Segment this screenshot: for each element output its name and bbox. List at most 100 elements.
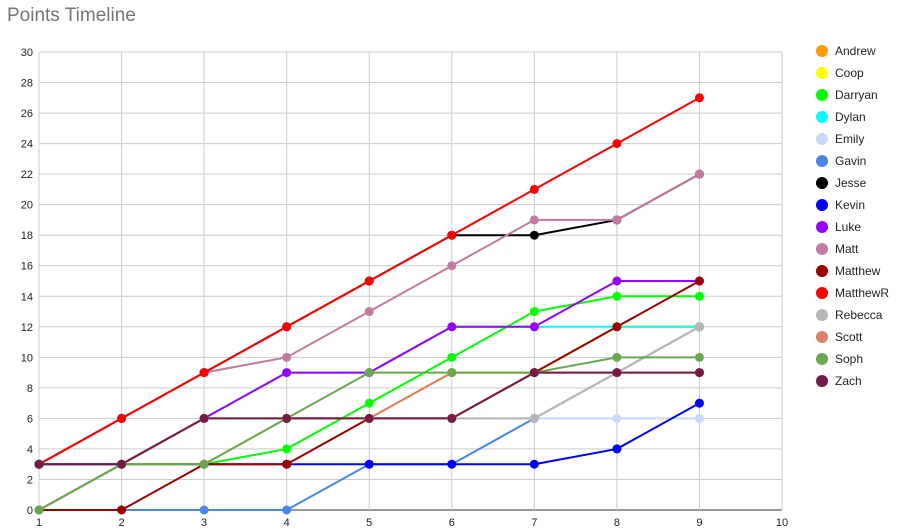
legend-item-soph: Soph <box>816 352 863 366</box>
data-point-matt <box>447 261 457 271</box>
x-tick-label: 6 <box>449 517 455 529</box>
data-point-kevin <box>364 459 374 469</box>
x-tick-label: 5 <box>366 517 372 529</box>
y-tick-label: 4 <box>27 444 33 456</box>
y-tick-label: 26 <box>21 108 33 120</box>
legend-item-luke: Luke <box>816 220 861 234</box>
y-tick-label: 6 <box>27 413 33 425</box>
data-point-zach <box>694 368 704 378</box>
data-point-zach <box>117 459 127 469</box>
legend-marker <box>816 353 828 365</box>
data-point-jesse <box>529 230 539 240</box>
legend-label: Luke <box>835 220 861 234</box>
legend-label: Emily <box>835 132 864 146</box>
data-point-kevin <box>612 444 622 454</box>
legend-label: Rebecca <box>835 308 883 322</box>
x-tick-label: 4 <box>284 517 290 529</box>
legend-item-matt: Matt <box>816 242 859 256</box>
data-point-gavin <box>282 505 292 515</box>
legend-marker <box>816 133 828 145</box>
data-point-matthewr <box>612 139 622 149</box>
data-point-darryan <box>364 398 374 408</box>
legend: Andrew Coop Darryan Dylan Emily Gavin Jesse Kev… <box>816 44 889 388</box>
data-point-matt <box>282 352 292 362</box>
legend-label: Coop <box>835 66 864 80</box>
data-point-darryan <box>612 291 622 301</box>
data-point-zach <box>34 459 44 469</box>
x-axis-ticks: 1 2 3 4 5 6 7 8 9 10 <box>36 517 788 529</box>
y-tick-label: 20 <box>21 200 33 212</box>
data-point-rebecca <box>529 413 539 423</box>
legend-marker <box>816 67 828 79</box>
legend-item-gavin: Gavin <box>816 154 866 168</box>
data-point-kevin <box>447 459 457 469</box>
data-point-zach <box>612 368 622 378</box>
legend-marker <box>816 155 828 167</box>
legend-label: Zach <box>835 374 862 388</box>
data-point-matthewr <box>282 322 292 332</box>
x-tick-label: 10 <box>776 517 788 529</box>
legend-label: Matt <box>835 242 859 256</box>
data-point-matt <box>694 169 704 179</box>
legend-marker <box>816 287 828 299</box>
legend-item-matthew: Matthew <box>816 264 881 278</box>
data-point-soph <box>199 459 209 469</box>
data-point-soph <box>612 352 622 362</box>
data-point-gavin <box>199 505 209 515</box>
y-tick-label: 28 <box>21 78 33 90</box>
y-tick-label: 18 <box>21 230 33 242</box>
data-point-soph <box>694 352 704 362</box>
x-tick-label: 1 <box>36 517 42 529</box>
y-tick-label: 22 <box>21 169 33 181</box>
y-tick-label: 16 <box>21 261 33 273</box>
legend-marker <box>816 221 828 233</box>
chart-title: Points Timeline <box>7 5 136 26</box>
data-point-zach <box>447 413 457 423</box>
data-point-rebecca <box>694 322 704 332</box>
legend-item-zach: Zach <box>816 374 862 388</box>
data-point-kevin <box>529 459 539 469</box>
data-point-matt <box>529 215 539 225</box>
data-point-luke <box>282 368 292 378</box>
data-point-darryan <box>282 444 292 454</box>
legend-marker <box>816 45 828 57</box>
x-tick-label: 9 <box>696 517 702 529</box>
data-point-matthew <box>282 459 292 469</box>
legend-label: Kevin <box>835 198 865 212</box>
legend-label: Andrew <box>835 44 876 58</box>
data-point-zach <box>282 413 292 423</box>
legend-marker <box>816 375 828 387</box>
legend-marker <box>816 243 828 255</box>
data-point-matthewr <box>529 184 539 194</box>
data-point-zach <box>529 368 539 378</box>
legend-item-rebecca: Rebecca <box>816 308 883 322</box>
series-points <box>34 93 704 515</box>
legend-label: Scott <box>835 330 863 344</box>
y-tick-label: 8 <box>27 383 33 395</box>
data-point-soph <box>364 368 374 378</box>
data-point-darryan <box>694 291 704 301</box>
legend-label: Jesse <box>835 176 867 190</box>
data-point-matthewr <box>447 230 457 240</box>
data-point-matthew <box>612 322 622 332</box>
legend-label: Darryan <box>835 88 878 102</box>
data-point-matthewr <box>364 276 374 286</box>
legend-marker <box>816 265 828 277</box>
legend-item-matthewr: MatthewR <box>816 286 889 300</box>
y-tick-label: 14 <box>21 291 33 303</box>
x-tick-label: 8 <box>614 517 620 529</box>
legend-marker <box>816 331 828 343</box>
y-tick-label: 2 <box>27 474 33 486</box>
legend-marker <box>816 111 828 123</box>
data-point-matt <box>612 215 622 225</box>
data-point-soph <box>447 368 457 378</box>
data-point-darryan <box>529 307 539 317</box>
data-point-luke <box>529 322 539 332</box>
legend-item-coop: Coop <box>816 66 864 80</box>
data-point-matt <box>364 307 374 317</box>
data-point-matthewr <box>199 368 209 378</box>
data-point-matthewr <box>117 413 127 423</box>
data-point-matthew <box>117 505 127 515</box>
